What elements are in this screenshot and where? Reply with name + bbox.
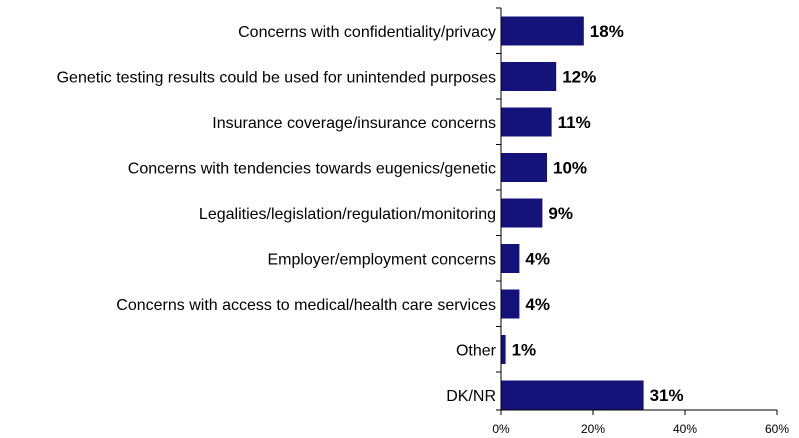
category-label: DK/NR bbox=[446, 388, 496, 405]
category-label: Concerns with tendencies towards eugenic… bbox=[128, 161, 496, 178]
x-tick-label: 20% bbox=[581, 422, 605, 436]
bar bbox=[501, 244, 520, 273]
category-label: Concerns with access to medical/health c… bbox=[116, 297, 496, 314]
labels-layer: Concerns with confidentiality/privacy 18%… bbox=[57, 22, 790, 436]
data-label: 1% bbox=[512, 341, 537, 360]
category-label: Legalities/legislation/regulation/monito… bbox=[199, 206, 496, 223]
data-label: 10% bbox=[553, 159, 587, 178]
axes-layer bbox=[496, 7, 778, 415]
category-label: Genetic testing results could be used fo… bbox=[57, 70, 496, 87]
bar bbox=[501, 335, 506, 364]
data-label: 12% bbox=[562, 68, 596, 87]
x-tick-label: 60% bbox=[765, 422, 789, 436]
bars-layer bbox=[501, 16, 644, 410]
x-tick-label: 40% bbox=[673, 422, 697, 436]
category-label: Concerns with confidentiality/privacy bbox=[238, 24, 496, 41]
bar bbox=[501, 153, 547, 182]
category-label: Employer/employment concerns bbox=[267, 252, 496, 269]
data-label: 31% bbox=[650, 386, 684, 405]
x-tick-label: 0% bbox=[492, 422, 510, 436]
bar bbox=[501, 16, 584, 46]
data-label: 4% bbox=[525, 295, 550, 314]
bar bbox=[501, 62, 557, 91]
data-label: 9% bbox=[548, 204, 573, 223]
bar bbox=[501, 289, 520, 319]
category-label: Other bbox=[456, 343, 497, 360]
data-label: 4% bbox=[525, 250, 550, 269]
data-label: 18% bbox=[590, 22, 624, 41]
data-label: 11% bbox=[558, 113, 591, 132]
bar bbox=[501, 198, 543, 228]
bar bbox=[501, 380, 644, 410]
category-label: Insurance coverage/insurance concerns bbox=[212, 115, 496, 132]
bar bbox=[501, 107, 552, 137]
